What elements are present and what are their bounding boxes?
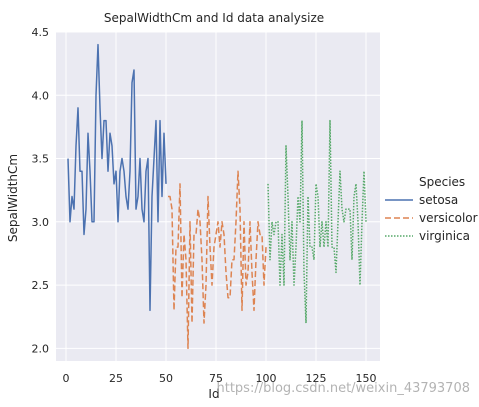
tick-labels: 0 25 50 75 100 125 150 2.0 2.5 3.0 3.5 4.0 4.5 [32,26,377,385]
x-tick-label: 75 [209,372,223,385]
series-line-setosa [67,43,167,312]
y-tick-label: 2.5 [32,279,50,292]
plot-area [56,32,380,361]
watermark-text: https://blog.csdn.net/weixin_43793708 [216,381,470,396]
legend-label-virginica: virginica [419,229,470,243]
y-tick-label: 2.0 [32,342,50,355]
legend-label-setosa: setosa [419,193,458,207]
x-tick-label: 0 [63,372,70,385]
legend-title: Species [419,175,465,189]
y-tick-label: 3.5 [32,153,50,166]
legend-label-versicolor: versicolor [419,211,478,225]
y-axis-title: SepalWidthCm [6,154,20,242]
x-tick-label: 25 [109,372,123,385]
y-tick-label: 4.0 [32,89,50,102]
x-axis-title: Id [208,387,219,401]
x-tick-label: 125 [306,372,327,385]
x-tick-label: 150 [356,372,377,385]
y-tick-label: 3.0 [32,216,50,229]
y-tick-label: 4.5 [32,26,50,39]
series-layer [67,43,367,350]
series-line-versicolor [168,170,267,350]
x-tick-label: 50 [159,372,173,385]
chart-title: SepalWidthCm and Id data analysize [104,11,324,25]
legend: Species setosa versicolor virginica [385,175,478,243]
x-tick-label: 100 [256,372,277,385]
